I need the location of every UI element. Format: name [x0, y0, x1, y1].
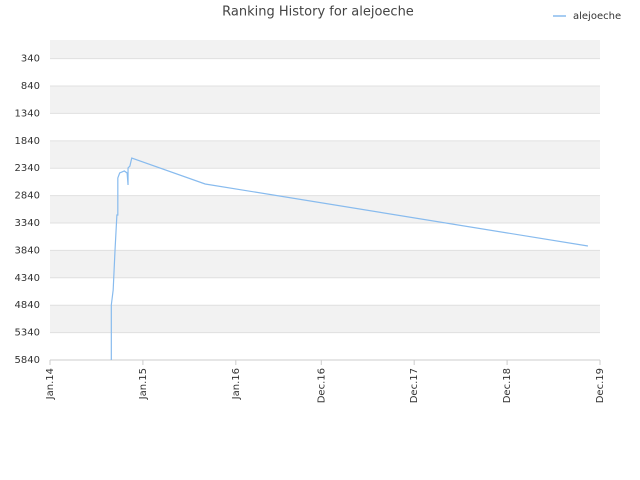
grid-band	[50, 195, 600, 224]
grid-band	[50, 332, 600, 360]
grid-band	[50, 223, 600, 251]
chart-title: Ranking History for alejoeche	[222, 5, 414, 20]
grid-band	[50, 277, 600, 306]
y-tick-label: 3340	[15, 218, 40, 229]
y-tick-label: 4340	[15, 273, 40, 284]
x-tick-label: Dec.16	[316, 368, 327, 403]
grid-band	[50, 40, 600, 59]
x-tick-label: Jan.15	[138, 368, 149, 400]
y-tick-label: 1340	[15, 108, 40, 119]
y-tick-label: 4840	[15, 300, 40, 311]
y-tick-label: 5840	[15, 355, 40, 366]
grid-band	[50, 58, 600, 87]
x-tick-label: Dec.18	[502, 368, 513, 403]
y-tick-label: 5340	[15, 328, 40, 339]
grid-band	[50, 168, 600, 196]
grid-band	[50, 305, 600, 333]
grid-band	[50, 113, 600, 141]
grid-band	[50, 140, 600, 169]
legend-label: alejoeche	[573, 11, 621, 22]
series-line	[110, 157, 589, 360]
x-tick-label: Jan.16	[231, 368, 242, 400]
y-tick-label: 1840	[15, 136, 40, 147]
x-tick-label: Dec.17	[409, 368, 420, 403]
x-tick-label: Jan.14	[45, 368, 56, 400]
y-tick-label: 2840	[15, 191, 40, 202]
y-tick-label: 340	[21, 54, 40, 65]
x-tick-label: Dec.19	[595, 368, 606, 403]
y-tick-label: 2340	[15, 163, 40, 174]
y-tick-label: 3840	[15, 245, 40, 256]
grid-band	[50, 86, 600, 114]
y-tick-label: 840	[21, 81, 40, 92]
grid-band	[50, 250, 600, 278]
